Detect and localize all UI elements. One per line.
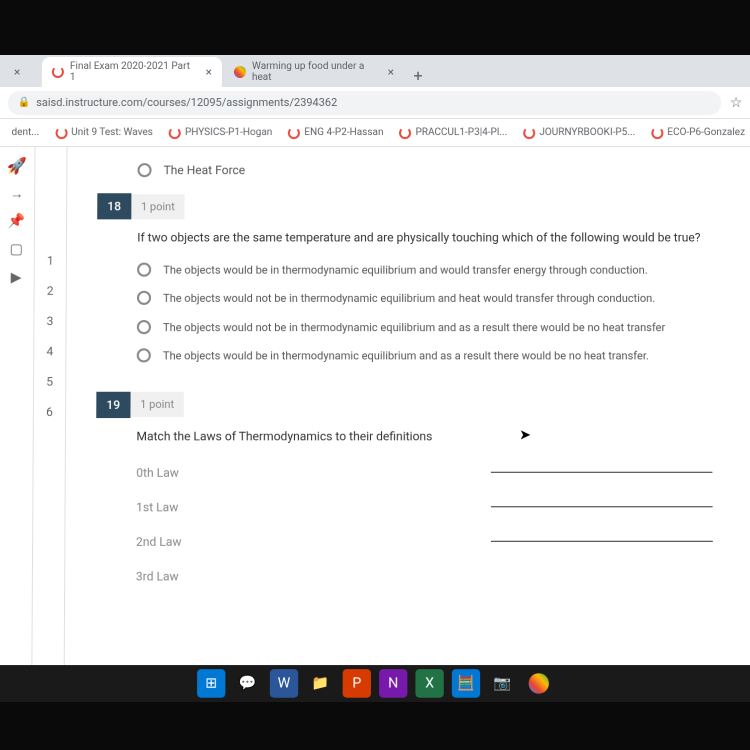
close-icon[interactable]: × (206, 65, 212, 79)
tab-label: Warming up food under a heat (252, 61, 378, 83)
match-label: 0th Law (136, 465, 257, 479)
left-toolbar: 🚀 → 📌 ▢ ▶ (0, 147, 35, 702)
task-icon[interactable]: ⊞ (197, 669, 225, 698)
canvas-icon (288, 127, 300, 139)
option-text: The Heat Force (164, 163, 246, 177)
previous-option: The Heat Force (97, 157, 710, 193)
nav-number[interactable]: 4 (46, 344, 53, 358)
radio-icon[interactable] (137, 349, 151, 363)
question-points: 1 point (131, 194, 185, 219)
bookmark-item[interactable]: ENG 4-P2-Hassan (282, 125, 389, 141)
rocket-icon[interactable]: 🚀 (7, 155, 27, 175)
close-icon[interactable]: × (14, 65, 20, 79)
question-19: 19 1 point Match the Laws of Thermodynam… (95, 392, 713, 594)
address-bar: 🔒 saisd.instructure.com/courses/12095/as… (0, 87, 750, 119)
question-nav: 1 2 3 4 5 6 (32, 147, 67, 702)
task-icon[interactable]: N (379, 669, 407, 698)
bookmark-item[interactable]: ECO-P6-Gonzalez (645, 125, 750, 141)
task-icon[interactable]: 🧮 (452, 669, 480, 698)
radio-icon[interactable] (137, 163, 151, 177)
canvas-icon (52, 66, 64, 78)
lock-icon: 🔒 (18, 97, 31, 108)
question-text: If two objects are the same temperature … (137, 229, 711, 246)
radio-icon[interactable] (137, 262, 151, 276)
content-area: 🚀 → 📌 ▢ ▶ 1 2 3 4 5 6 The Heat Force 18 … (0, 147, 750, 702)
option-row[interactable]: The objects would be in thermodynamic eq… (137, 256, 711, 285)
url-input[interactable]: 🔒 saisd.instructure.com/courses/12095/as… (8, 91, 722, 115)
question-header: 19 1 point (96, 392, 712, 418)
question-number: 18 (97, 193, 131, 219)
bookmark-item[interactable]: PHYSICS-P1-Hogan (163, 125, 278, 141)
match-dropzone[interactable] (491, 541, 713, 542)
task-icon[interactable]: 📷 (488, 669, 516, 698)
tab-final-exam[interactable]: Final Exam 2020-2021 Part 1 × (42, 57, 222, 87)
chrome-icon[interactable] (525, 669, 553, 698)
nav-number[interactable]: 5 (46, 375, 53, 389)
tab-strip: × Final Exam 2020-2021 Part 1 × Warming … (0, 55, 750, 87)
new-tab-button[interactable]: + (406, 63, 430, 87)
media-icon[interactable]: ▶ (6, 268, 26, 288)
bookmark-item[interactable]: PRACCUL1-P3|4-Pl... (393, 125, 513, 141)
question-points: 1 point (130, 392, 184, 417)
match-row: 0th Law (136, 455, 712, 489)
task-icon[interactable]: W (270, 669, 298, 698)
radio-icon[interactable] (137, 320, 151, 334)
match-row: 3rd Law (136, 559, 713, 594)
question-18: 18 1 point If two objects are the same t… (96, 193, 711, 371)
match-dropzone[interactable] (491, 472, 713, 473)
canvas-icon (651, 127, 663, 139)
bookmark-item[interactable]: Unit 9 Test: Waves (49, 125, 159, 141)
match-section: 0th Law 1st Law 2nd Law 3rd Law (136, 455, 713, 593)
canvas-icon (399, 127, 411, 139)
task-icon[interactable]: 💬 (233, 669, 261, 698)
bookmark-item[interactable]: dent... (5, 125, 45, 140)
match-row: 2nd Law (136, 524, 713, 559)
nav-number[interactable]: 3 (47, 314, 54, 328)
task-icon[interactable]: P (343, 669, 371, 698)
match-label: 1st Law (136, 500, 257, 514)
question-options: The objects would be in thermodynamic eq… (137, 256, 712, 371)
tab-blank[interactable]: × (0, 57, 40, 87)
option-row[interactable]: The objects would not be in thermodynami… (137, 314, 712, 343)
nav-number[interactable]: 2 (47, 284, 54, 298)
google-icon (234, 66, 246, 78)
match-label: 3rd Law (136, 569, 257, 583)
canvas-icon (169, 127, 181, 139)
close-icon[interactable]: × (388, 65, 394, 79)
cursor-icon: ➤ (519, 427, 531, 443)
task-icon[interactable]: 📁 (306, 669, 334, 698)
arrow-icon[interactable]: → (7, 183, 27, 203)
browser-window: × Final Exam 2020-2021 Part 1 × Warming … (0, 55, 750, 702)
nav-number[interactable]: 1 (47, 254, 54, 268)
canvas-icon (55, 127, 67, 139)
quiz-panel: The Heat Force 18 1 point If two objects… (65, 147, 750, 702)
match-dropzone[interactable] (491, 506, 713, 507)
photo-background: × Final Exam 2020-2021 Part 1 × Warming … (0, 0, 750, 750)
canvas-icon (523, 127, 535, 139)
question-number: 19 (96, 392, 130, 418)
task-icon[interactable]: X (415, 669, 443, 698)
match-label: 2nd Law (136, 534, 257, 548)
bookmark-item[interactable]: JOURNYRBOOKI-P5... (517, 125, 641, 141)
option-row[interactable]: The objects would be in thermodynamic eq… (137, 343, 712, 372)
tab-warming-food[interactable]: Warming up food under a heat × (224, 57, 404, 87)
nav-number[interactable]: 6 (46, 405, 53, 419)
radio-icon[interactable] (137, 291, 151, 305)
bookmark-star-icon[interactable]: ☆ (730, 95, 743, 111)
pin-icon[interactable]: 📌 (6, 211, 26, 231)
url-text: saisd.instructure.com/courses/12095/assi… (36, 96, 337, 109)
option-row[interactable]: The objects would not be in thermodynami… (137, 285, 712, 314)
bookmarks-bar: dent... Unit 9 Test: Waves PHYSICS-P1-Ho… (0, 119, 750, 147)
question-text: Match the Laws of Thermodynamics to thei… (136, 428, 712, 445)
taskbar: ⊞ 💬 W 📁 P N X 🧮 📷 (0, 665, 750, 702)
question-header: 18 1 point (97, 193, 711, 219)
box-icon[interactable]: ▢ (6, 239, 26, 259)
tab-label: Final Exam 2020-2021 Part 1 (70, 61, 196, 83)
match-row: 1st Law (136, 490, 713, 525)
